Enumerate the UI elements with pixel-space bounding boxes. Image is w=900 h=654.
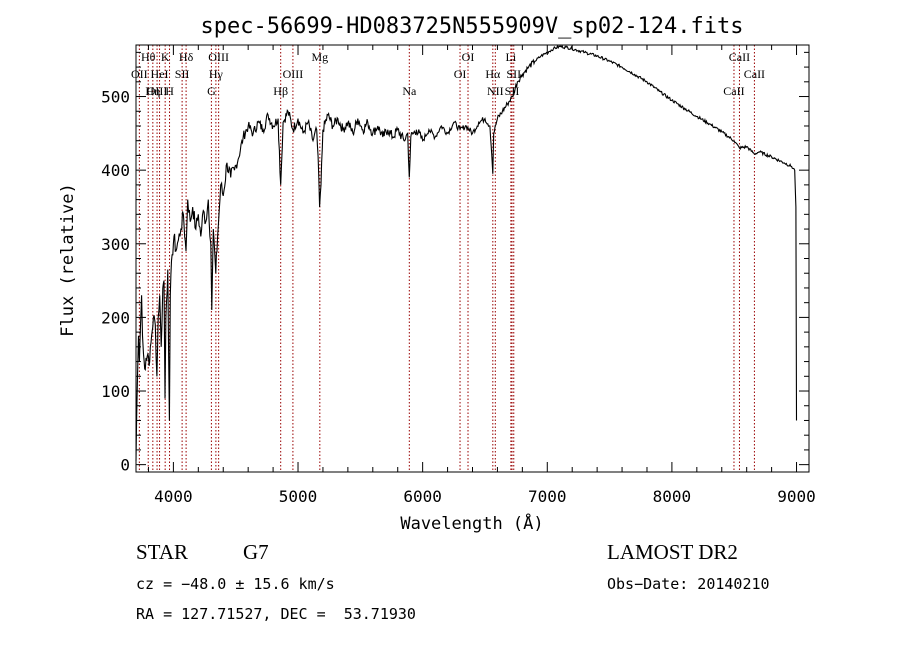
line-marker-label: Hδ (179, 50, 194, 64)
line-marker-label: CaII (729, 50, 750, 64)
obs-date-text: Obs−Date: 20140210 (607, 575, 770, 593)
y-tick-label: 200 (101, 308, 130, 327)
y-tick-label: 0 (120, 456, 130, 475)
line-marker-label: Hη (145, 84, 160, 98)
y-tick-label: 300 (101, 235, 130, 254)
line-marker-label: OII (131, 67, 148, 81)
x-axis-label: Wavelength (Å) (400, 512, 543, 534)
chart-title: spec-56699-HD083725N555909V_sp02-124.fit… (200, 14, 743, 39)
y-tick-label: 500 (101, 88, 130, 107)
x-axis: 4000 5000 6000 7000 8000 9000 (147, 45, 816, 506)
x-tick-label: 9000 (777, 487, 816, 506)
line-marker-label: CaII (744, 67, 765, 81)
plot-frame (135, 44, 810, 473)
line-marker-label: K (161, 50, 170, 64)
line-marker-label: Hβ (273, 84, 288, 98)
line-markers (138, 45, 755, 472)
line-marker-label: OI (454, 67, 467, 81)
line-marker-label: SII (175, 67, 190, 81)
coordinates-text: RA = 127.71527, DEC = 53.71930 (136, 605, 416, 623)
line-marker-label: NII (487, 84, 504, 98)
line-marker-label: Li (506, 50, 517, 64)
line-marker-label: OIII (283, 67, 304, 81)
x-tick-label: 5000 (279, 487, 318, 506)
y-tick-label: 400 (101, 161, 130, 180)
survey-name: LAMOST DR2 (607, 540, 738, 564)
x-tick-label: 7000 (528, 487, 567, 506)
x-tick-label: 6000 (403, 487, 442, 506)
y-axis-label: Flux (relative) (58, 183, 78, 337)
x-tick-label: 8000 (653, 487, 692, 506)
y-axis: 0 100 200 300 400 500 (101, 51, 809, 475)
y-tick-label: 100 (101, 382, 130, 401)
object-subclass: G7 (243, 540, 269, 564)
line-marker-label: OIII (147, 84, 168, 98)
line-marker-label: Na (402, 84, 417, 98)
spectrum-line (135, 44, 798, 462)
line-marker-label: Hα (485, 67, 501, 81)
line-marker-label: G (207, 84, 216, 98)
line-marker-label: CaII (723, 84, 744, 98)
line-marker-label: Mg (311, 50, 328, 64)
redshift-text: cz = −48.0 ± 15.6 km/s (136, 575, 335, 593)
line-marker-label: Hγ (209, 67, 224, 81)
line-marker-label: SII (506, 67, 521, 81)
line-marker-label: Hθ (141, 50, 156, 64)
line-marker-label: HeI (151, 67, 169, 81)
object-class: STAR (136, 540, 188, 564)
x-tick-label: 4000 (154, 487, 193, 506)
line-marker-label: OIII (208, 50, 229, 64)
line-marker-label: H (165, 84, 174, 98)
line-marker-label: OI (462, 50, 475, 64)
